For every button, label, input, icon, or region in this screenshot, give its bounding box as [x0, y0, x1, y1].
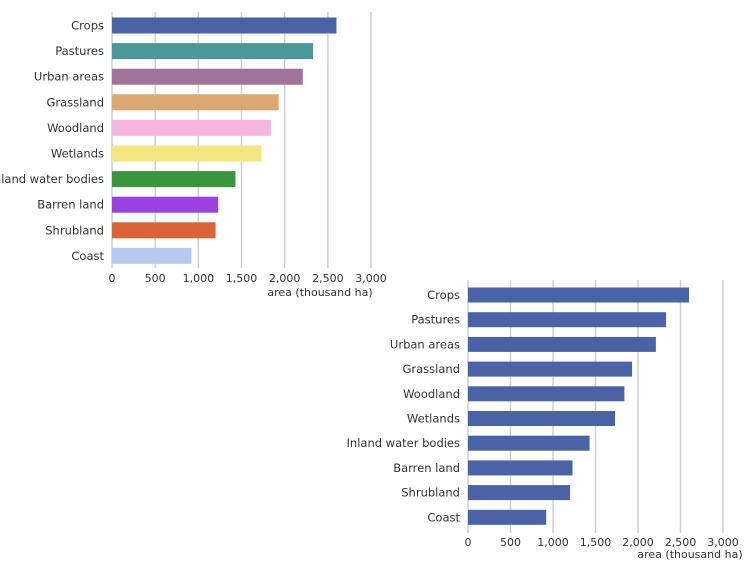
c0-category-label: Pastures	[55, 44, 104, 58]
c1-category-label: Pastures	[411, 313, 460, 327]
c0-tick-label: 500	[145, 272, 166, 285]
c1-tick-label: 1,500	[580, 536, 612, 549]
c0-tick-label: 1,500	[226, 272, 258, 285]
c0-tick-label: 2,000	[269, 272, 301, 285]
c0-tick-label: 3,000	[355, 272, 387, 285]
c1-tick-label: 0	[465, 536, 472, 549]
c1-bar-woodland	[468, 386, 625, 402]
c0-tick-label: 0	[109, 272, 116, 285]
c1-category-label: Inland water bodies	[347, 436, 460, 450]
c1-bar-shrubland	[468, 485, 570, 501]
c0-bar-coast	[112, 247, 192, 264]
c0-category-label: Shrubland	[45, 223, 104, 237]
c0-category-label: Urban areas	[34, 70, 104, 84]
c0-x-axis-label: area (thousand ha)	[267, 286, 372, 299]
c0-category-label: Coast	[71, 249, 104, 263]
c1-category-label: Crops	[427, 288, 460, 302]
c1-tick-label: 500	[500, 536, 521, 549]
c1-tick-label: 2,000	[622, 536, 654, 549]
c1-bar-grassland	[468, 361, 633, 377]
c1-bar-crops	[468, 287, 689, 303]
c1-category-label: Barren land	[393, 461, 460, 475]
c1-tick-label: 1,000	[537, 536, 569, 549]
c1-tick-label: 3,000	[707, 536, 739, 549]
c0-category-label: Barren land	[37, 198, 104, 212]
c1-category-label: Shrubland	[401, 486, 460, 500]
c1-category-label: Wetlands	[407, 412, 460, 426]
c1-category-label: Woodland	[403, 387, 460, 401]
c1-tick-label: 2,500	[665, 536, 697, 549]
c0-bar-inland-water-bodies	[112, 171, 236, 188]
c0-bar-grassland	[112, 94, 279, 111]
c0-category-label: Inland water bodies	[0, 172, 104, 186]
c1-bar-pastures	[468, 312, 667, 328]
c1-bar-coast	[468, 509, 547, 525]
c0-bar-barren-land	[112, 196, 219, 213]
c0-category-label: Wetlands	[51, 147, 104, 161]
c0-tick-label: 1,000	[183, 272, 215, 285]
c1-category-label: Grassland	[403, 362, 461, 376]
c1-category-label: Coast	[427, 510, 460, 524]
c1-x-axis-label: area (thousand ha)	[637, 548, 742, 561]
c0-bar-wetlands	[112, 145, 262, 162]
c0-bar-shrubland	[112, 222, 216, 239]
c1-bar-barren-land	[468, 460, 573, 476]
c1-bar-urban-areas	[468, 336, 656, 352]
c0-category-label: Grassland	[47, 95, 105, 109]
c0-tick-label: 2,500	[312, 272, 344, 285]
chart-uniform-bars: Crops Pastures Urban areas Grassland Woodlan…	[347, 280, 743, 561]
c1-bar-inland-water-bodies	[468, 435, 590, 451]
c1-category-label: Urban areas	[390, 337, 460, 351]
chart-colored-bars: Crops Pastures Urban areas Grassland Woodlan…	[0, 12, 387, 299]
c0-category-label: Crops	[71, 19, 104, 33]
c0-bar-woodland	[112, 119, 271, 136]
c0-bar-urban-areas	[112, 68, 303, 85]
c1-bar-wetlands	[468, 411, 616, 426]
c0-bar-pastures	[112, 43, 314, 60]
c0-bar-crops	[112, 17, 337, 34]
c0-category-label: Woodland	[47, 121, 104, 135]
